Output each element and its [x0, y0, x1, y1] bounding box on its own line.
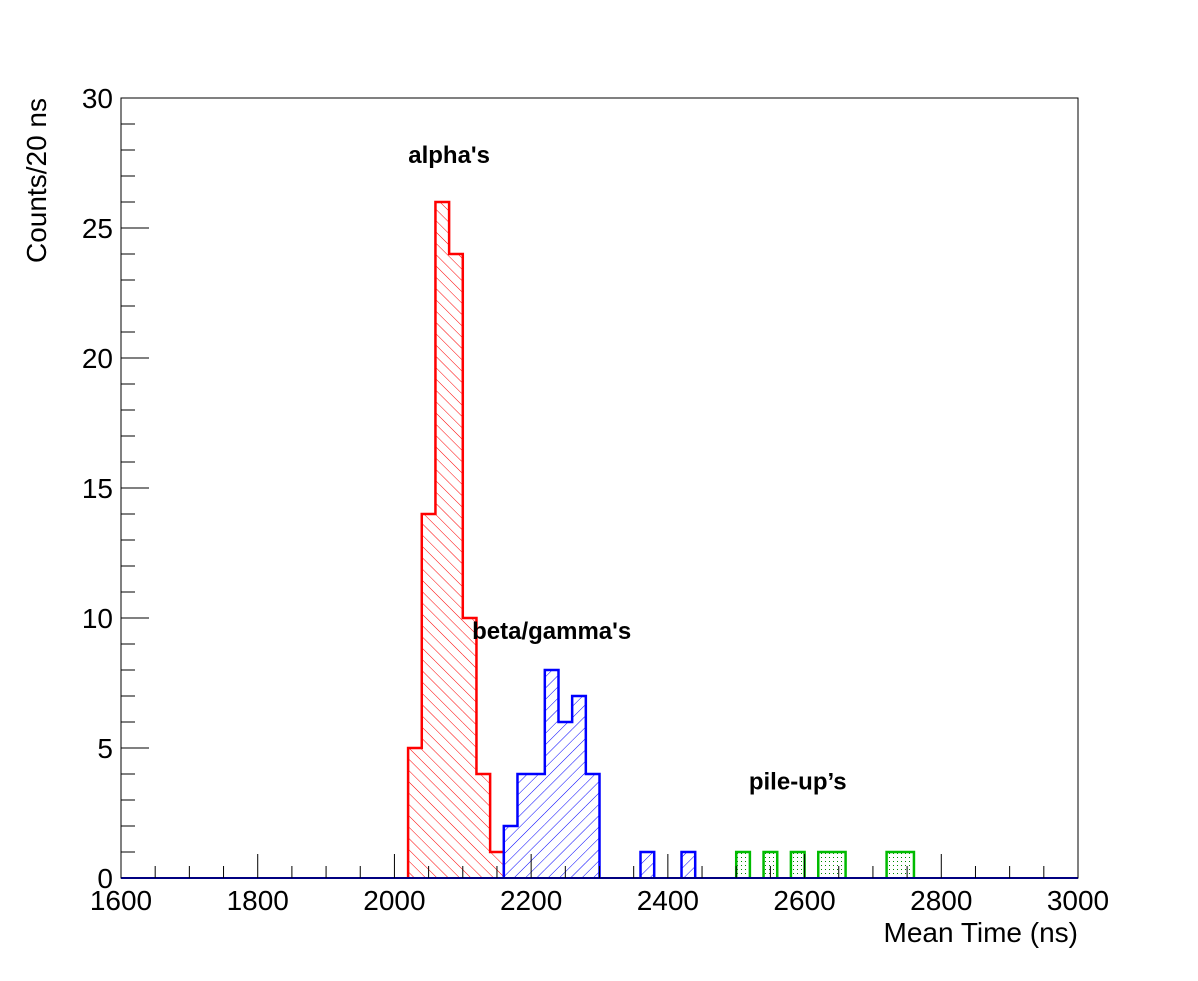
x-tick-label: 2600 — [773, 885, 835, 916]
histogram-bar — [790, 852, 805, 878]
annotation-label: pile-up’s — [749, 769, 847, 796]
histogram-bar — [585, 774, 600, 878]
histogram-bar — [818, 852, 832, 878]
histogram-bar — [558, 722, 573, 878]
plot-frame — [120, 97, 1079, 879]
y-tick-label: 20 — [82, 343, 113, 374]
x-tick-label: 1600 — [90, 885, 152, 916]
histogram-bar — [462, 618, 477, 878]
histogram-bar — [572, 696, 586, 878]
y-tick-label: 30 — [82, 83, 113, 114]
y-tick-label: 25 — [82, 213, 113, 244]
histogram-bar — [544, 670, 559, 878]
y-tick-label: 15 — [82, 473, 113, 504]
histogram-bar — [763, 852, 778, 878]
histogram-bar — [831, 852, 846, 878]
histogram-bar — [490, 852, 504, 878]
histogram-bar — [640, 852, 655, 878]
series-0 — [406, 200, 506, 878]
histogram-bar — [900, 852, 914, 878]
text-layer: 1600 1800 2000 2200 2400 2600 2800 3000 0 5 10 15 20… — [21, 83, 1109, 948]
annotation-label: alpha's — [408, 142, 490, 169]
x-tick-label: 2800 — [910, 885, 972, 916]
y-axis-title: Counts/20 ns — [21, 98, 52, 263]
y-tick-label: 10 — [82, 603, 113, 634]
axis-layer — [120, 97, 1079, 879]
series-1 — [502, 668, 697, 878]
histogram-outline — [680, 850, 697, 878]
annotation-label: beta/gamma's — [472, 618, 631, 645]
histogram-outline — [762, 850, 779, 878]
histogram-outline — [734, 850, 752, 878]
histogram-bar — [435, 202, 450, 878]
y-tick-label: 0 — [97, 863, 113, 894]
histogram-bar — [681, 852, 696, 878]
x-tick-label: 1800 — [227, 885, 289, 916]
histogram-bar — [503, 826, 518, 878]
histogram-bar — [736, 852, 750, 878]
histogram-bar — [886, 852, 901, 878]
histogram-bar — [421, 514, 436, 878]
x-tick-label: 3000 — [1047, 885, 1109, 916]
histogram-bar — [476, 774, 491, 878]
histogram-bar — [408, 748, 422, 878]
histogram-bar — [449, 254, 463, 878]
series-2 — [734, 850, 916, 878]
histogram-bar — [531, 774, 545, 878]
histogram-bar — [517, 774, 532, 878]
y-tick-label: 5 — [97, 733, 113, 764]
x-tick-label: 2200 — [500, 885, 562, 916]
plot-layer — [121, 200, 1078, 879]
histogram-outline — [406, 200, 506, 878]
histogram-outline — [639, 850, 656, 878]
histogram-outline — [885, 850, 916, 878]
histogram-outline — [502, 668, 601, 878]
histogram-outline — [816, 850, 847, 878]
x-axis-title: Mean Time (ns) — [884, 917, 1079, 948]
x-tick-label: 2400 — [637, 885, 699, 916]
x-tick-label: 2000 — [363, 885, 425, 916]
